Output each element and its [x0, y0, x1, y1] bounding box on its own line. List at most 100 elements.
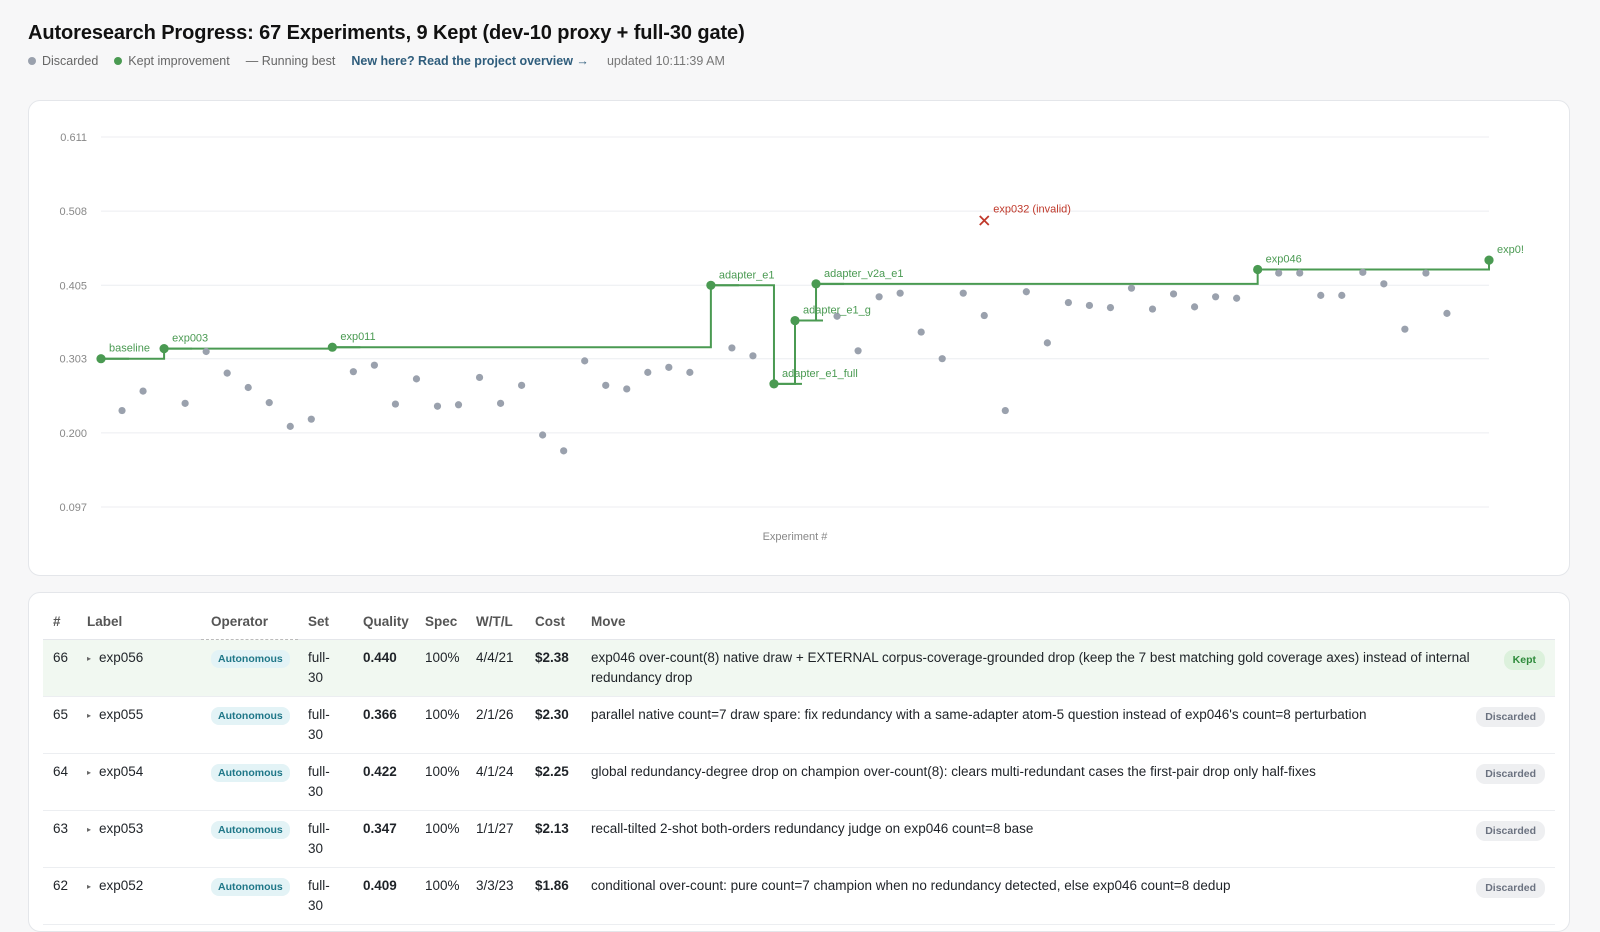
- invalid-point-label: exp032 (invalid): [993, 204, 1071, 216]
- row-move-cell: Discarded parallel native count=7 draw sp…: [581, 696, 1555, 754]
- discarded-point: [602, 381, 610, 389]
- row-label-cell[interactable]: ▸ exp055: [77, 696, 201, 754]
- discarded-point: [475, 373, 484, 382]
- discarded-point: [728, 344, 736, 352]
- discarded-point: [1422, 269, 1430, 277]
- col-header-wtl[interactable]: W/T/L: [466, 607, 525, 640]
- discarded-point: [581, 357, 589, 365]
- discarded-point: [391, 400, 400, 408]
- row-spec: 100%: [415, 639, 466, 697]
- row-move-cell: Discarded recall-tilted 2-shot both-order…: [581, 810, 1555, 868]
- page-title: Autoresearch Progress: 67 Experiments, 9…: [28, 22, 745, 44]
- col-header-cost[interactable]: Cost: [525, 607, 581, 640]
- table-row[interactable]: 64 ▸ exp054 Autonomous full-30 0.422 100% 4/1/2…: [43, 753, 1555, 811]
- col-header-label[interactable]: Label: [77, 607, 201, 640]
- status-badge: Discarded: [1476, 707, 1545, 727]
- legend-kept-label: Kept improvement: [128, 54, 230, 68]
- discarded-point: [623, 385, 631, 393]
- discarded-point: [223, 369, 231, 377]
- col-header-move[interactable]: Move: [581, 607, 1555, 640]
- row-label-cell[interactable]: ▸ exp052: [77, 867, 201, 925]
- discarded-point: [1275, 269, 1283, 277]
- row-operator-cell: Autonomous: [201, 753, 298, 811]
- col-header-quality[interactable]: Quality: [353, 607, 415, 640]
- status-badge: Discarded: [1476, 821, 1545, 841]
- discarded-point: [1359, 268, 1367, 276]
- discarded-point: [1380, 280, 1388, 288]
- row-operator-cell: Autonomous: [201, 867, 298, 925]
- discarded-point: [496, 399, 505, 407]
- kept-point: [96, 354, 106, 364]
- table-row[interactable]: 66 ▸ exp056 Autonomous full-30 0.440 100% 4/4/2…: [43, 639, 1555, 697]
- discarded-point: [1085, 301, 1094, 310]
- updated-timestamp: updated 10:11:39 AM: [606, 54, 725, 68]
- experiments-table: # Label Operator Set Quality Spec W/T/L …: [43, 607, 1555, 925]
- row-label: exp053: [99, 821, 144, 836]
- expand-caret-icon[interactable]: ▸: [87, 711, 92, 720]
- legend-row: Discarded Kept improvement — Running bes…: [28, 54, 725, 68]
- row-num: 66: [43, 639, 77, 697]
- discarded-point: [518, 381, 526, 389]
- operator-badge: Autonomous: [211, 650, 290, 668]
- col-header-set[interactable]: Set: [298, 607, 353, 640]
- kept-point-label: adapter_e1_full: [782, 368, 858, 380]
- row-quality: 0.409: [353, 867, 415, 925]
- legend-running-best-label: — Running best: [245, 54, 336, 68]
- table-row[interactable]: 63 ▸ exp053 Autonomous full-30 0.347 100% 1/1/2…: [43, 810, 1555, 868]
- discarded-point: [1212, 293, 1220, 301]
- row-label-cell[interactable]: ▸ exp054: [77, 753, 201, 811]
- row-cost: $2.13: [525, 810, 581, 868]
- y-tick-label: 0.508: [59, 206, 87, 218]
- kept-point-label: adapter_e1_g: [803, 305, 871, 317]
- kept-point: [1253, 264, 1263, 275]
- progress-chart: 0.611 0.508 0.405 0.303 0.200 0.097 Experiment…: [59, 132, 1524, 543]
- row-num: 62: [43, 867, 77, 925]
- col-header-spec[interactable]: Spec: [415, 607, 466, 640]
- table-row[interactable]: 62 ▸ exp052 Autonomous full-30 0.409 100% 3/3/2…: [43, 867, 1555, 925]
- discarded-point: [307, 415, 315, 423]
- row-move: conditional over-count: pure count=7 cha…: [591, 878, 1231, 893]
- kept-point: [327, 342, 337, 352]
- kept-point-label: exp0!: [1497, 244, 1524, 256]
- kept-dot-icon: [114, 57, 123, 65]
- operator-badge: Autonomous: [211, 821, 290, 839]
- kept-point: [769, 379, 779, 389]
- kept-point-label: adapter_e1: [719, 269, 775, 281]
- row-label-cell[interactable]: ▸ exp053: [77, 810, 201, 868]
- discarded-point: [854, 347, 862, 355]
- discarded-point: [1127, 284, 1136, 292]
- project-overview-link[interactable]: New here? Read the project overview →: [351, 54, 589, 68]
- status-badge: Discarded: [1476, 764, 1545, 784]
- row-operator-cell: Autonomous: [201, 696, 298, 754]
- col-header-operator[interactable]: Operator: [201, 607, 298, 640]
- row-cost: $2.38: [525, 639, 581, 697]
- experiments-table-card: # Label Operator Set Quality Spec W/T/L …: [28, 592, 1570, 932]
- discarded-point: [286, 422, 294, 430]
- discarded-point: [244, 383, 252, 392]
- y-tick-label: 0.097: [59, 502, 87, 514]
- row-spec: 100%: [415, 810, 466, 868]
- expand-caret-icon[interactable]: ▸: [87, 882, 92, 891]
- row-wtl: 4/1/24: [466, 753, 525, 811]
- discarded-point: [1443, 309, 1451, 317]
- discarded-point: [139, 387, 147, 395]
- col-header-num[interactable]: #: [43, 607, 77, 640]
- table-header-row: # Label Operator Set Quality Spec W/T/L …: [43, 607, 1555, 640]
- kept-point-label: baseline: [109, 343, 150, 355]
- expand-caret-icon[interactable]: ▸: [87, 654, 92, 663]
- row-set: full-30: [298, 810, 353, 868]
- row-set: full-30: [298, 696, 353, 754]
- discarded-point: [433, 402, 442, 410]
- row-quality: 0.347: [353, 810, 415, 868]
- operator-badge: Autonomous: [211, 878, 290, 896]
- table-row[interactable]: 65 ▸ exp055 Autonomous full-30 0.366 100% 2/1/2…: [43, 696, 1555, 754]
- expand-caret-icon[interactable]: ▸: [87, 825, 92, 834]
- discarded-point: [560, 447, 568, 455]
- discarded-point: [1296, 269, 1304, 277]
- row-operator-cell: Autonomous: [201, 639, 298, 697]
- row-label-cell[interactable]: ▸ exp056: [77, 639, 201, 697]
- expand-caret-icon[interactable]: ▸: [87, 768, 92, 777]
- row-wtl: 4/4/21: [466, 639, 525, 697]
- row-spec: 100%: [415, 867, 466, 925]
- y-tick-label: 0.303: [59, 354, 87, 366]
